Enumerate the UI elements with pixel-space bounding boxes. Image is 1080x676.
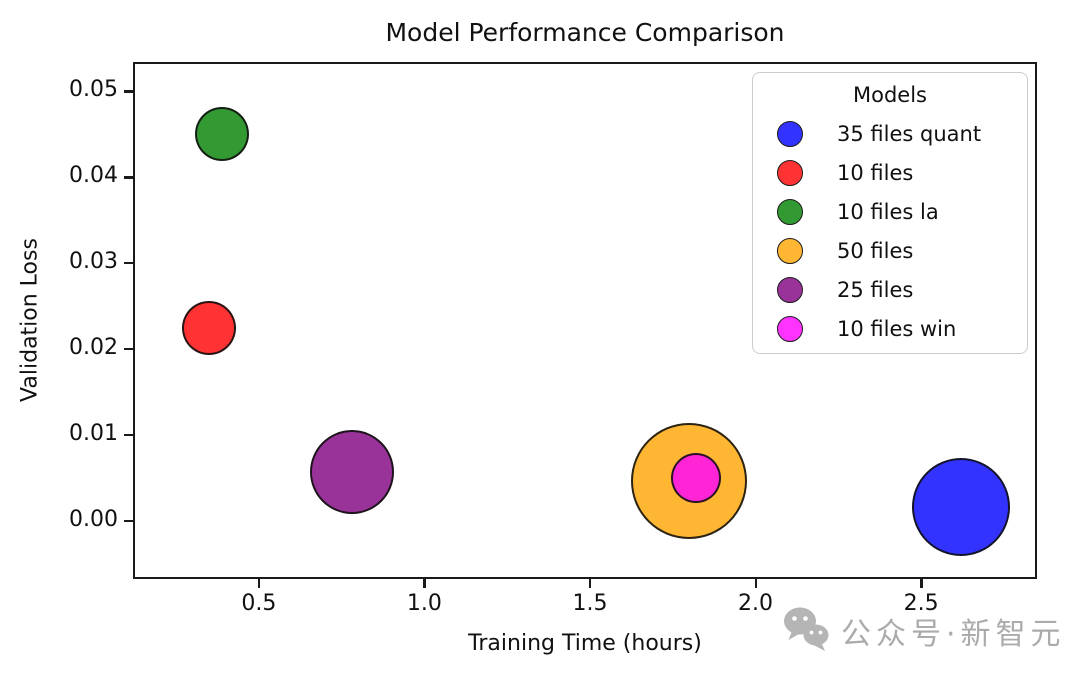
y-tick-label: 0.02 xyxy=(69,334,118,360)
x-tick-label: 1.5 xyxy=(572,591,608,616)
x-tick-label: 1.0 xyxy=(406,591,442,616)
wechat-icon xyxy=(783,606,831,656)
legend-item-label: 10 files xyxy=(837,160,914,185)
legend-item-label: 10 files la xyxy=(837,199,939,224)
bubble-35-files-quant xyxy=(911,457,1010,556)
y-tick-label: 0.05 xyxy=(69,77,118,103)
y-tick-mark xyxy=(124,90,133,93)
x-axis-label: Training Time (hours) xyxy=(468,631,702,656)
x-tick-mark xyxy=(754,579,758,588)
legend-title: Models xyxy=(853,83,927,107)
legend-marker-icon xyxy=(777,315,803,342)
x-tick-mark xyxy=(920,579,923,588)
legend-item-label: 25 files xyxy=(837,277,914,302)
bubble-25-files xyxy=(309,429,394,514)
x-tick-label: 2.5 xyxy=(903,591,939,616)
x-tick-mark xyxy=(257,579,261,588)
y-tick-mark xyxy=(124,176,133,179)
x-tick-label: 0.5 xyxy=(241,591,277,616)
y-tick-label: 0.04 xyxy=(69,163,118,189)
legend-item: 35 files quant xyxy=(753,114,1027,153)
y-tick-label: 0.01 xyxy=(69,420,118,446)
legend-item: 10 files la xyxy=(753,192,1027,231)
legend-item-label: 10 files win xyxy=(837,316,957,341)
watermark-text: 公众号·新智元 xyxy=(841,617,1066,652)
legend-item-label: 35 files quant xyxy=(837,121,982,146)
y-axis-label: Validation Loss xyxy=(17,238,43,402)
legend-item: 25 files xyxy=(753,270,1027,309)
legend-items: 35 files quant 10 files 10 files la 50 file… xyxy=(753,114,1027,348)
legend-item-label: 50 files xyxy=(837,238,914,263)
y-tick-mark xyxy=(124,347,133,351)
watermark: 公众号·新智元 xyxy=(783,606,1066,656)
y-tick-label: 0.00 xyxy=(69,506,118,532)
bubble-10-files xyxy=(182,301,237,356)
legend-marker-icon xyxy=(777,276,803,303)
bubble-10-files-win xyxy=(670,452,721,503)
legend-item: 10 files xyxy=(753,153,1027,192)
legend: Models 35 files quant 10 files 10 files la… xyxy=(752,72,1028,354)
chart-title: Model Performance Comparison xyxy=(385,18,785,47)
bubble-10-files-la xyxy=(195,107,250,162)
y-tick-mark xyxy=(124,433,133,437)
legend-item: 50 files xyxy=(753,231,1027,270)
y-tick-mark xyxy=(124,519,133,523)
legend-marker-icon xyxy=(777,159,803,186)
legend-marker-icon xyxy=(777,237,803,264)
x-tick-label: 2.0 xyxy=(738,591,774,616)
x-tick-mark xyxy=(588,579,592,588)
x-tick-mark xyxy=(423,579,426,588)
legend-marker-icon xyxy=(777,120,803,147)
y-tick-mark xyxy=(124,261,133,265)
legend-marker-icon xyxy=(777,198,803,225)
y-tick-label: 0.03 xyxy=(69,248,118,274)
legend-item: 10 files win xyxy=(753,309,1027,348)
